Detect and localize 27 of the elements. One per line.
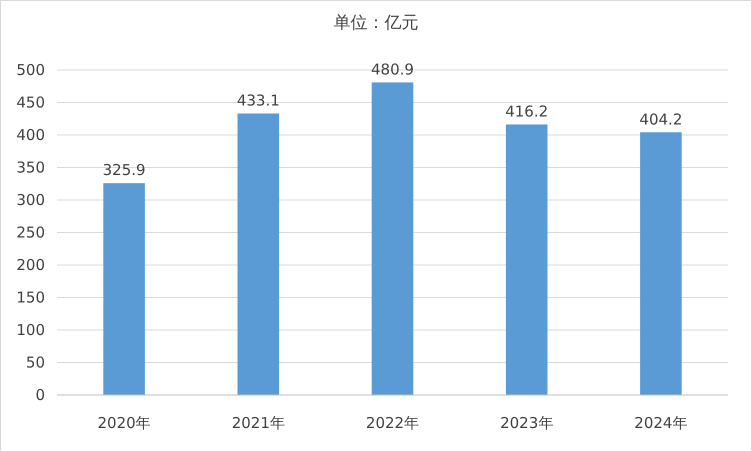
- y-tick-label: 350: [16, 158, 45, 176]
- bar: [238, 113, 280, 395]
- chart-title: 单位：亿元: [334, 13, 418, 33]
- y-tick-label: 200: [16, 256, 45, 274]
- y-tick-label: 0: [35, 386, 45, 404]
- bar: [103, 183, 145, 395]
- y-tick-label: 150: [16, 288, 45, 306]
- y-tick-label: 450: [16, 94, 45, 112]
- data-label: 325.9: [102, 161, 146, 180]
- data-label: 480.9: [371, 60, 414, 78]
- data-label: 433.1: [236, 91, 280, 110]
- y-tick-label: 100: [16, 321, 45, 339]
- y-tick-label: 500: [16, 61, 45, 79]
- x-tick-label: 2022年: [366, 414, 420, 432]
- data-label: 404.2: [639, 110, 682, 128]
- bar: [640, 132, 682, 395]
- y-tick-label: 400: [16, 126, 45, 144]
- x-tick-label: 2020年: [98, 414, 151, 432]
- x-tick-label: 2021年: [232, 414, 285, 432]
- bar: [506, 124, 548, 395]
- x-tick-label: 2024年: [634, 414, 688, 432]
- bar: [372, 82, 414, 395]
- data-label: 416.2: [505, 102, 548, 120]
- x-tick-label: 2023年: [500, 414, 554, 432]
- y-tick-label: 50: [26, 354, 45, 372]
- y-tick-label: 300: [16, 191, 45, 209]
- y-tick-label: 250: [16, 224, 45, 242]
